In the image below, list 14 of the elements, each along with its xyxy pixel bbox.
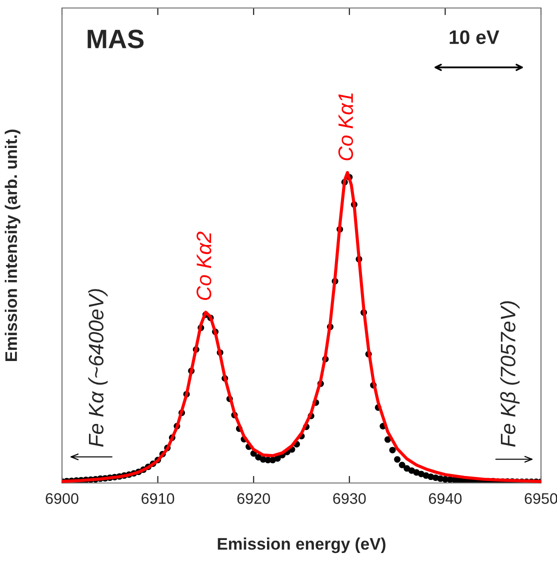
- text: 10 eV: [450, 30, 500, 44]
- x-tick-label: 6920: [237, 493, 270, 504]
- x-tick-label: 6900: [46, 493, 78, 504]
- y-axis-title: Emission intensity (arb. unit.): [4, 130, 20, 362]
- annotation: Fe Kα (~6400eV): [88, 289, 108, 447]
- x-tick-label: 6940: [428, 493, 462, 504]
- x-tick-label: 6950: [524, 493, 557, 504]
- x-tick-label: 6910: [142, 493, 174, 504]
- annotation: Fe Kβ (7057eV): [500, 301, 520, 447]
- x-axis-title: Emission energy (eV): [218, 538, 386, 554]
- x-tick-label: 6930: [333, 493, 366, 504]
- annotation: Co Kα1: [338, 93, 354, 160]
- text: MAS: [88, 30, 144, 48]
- annotation: Co Kα2: [196, 232, 212, 300]
